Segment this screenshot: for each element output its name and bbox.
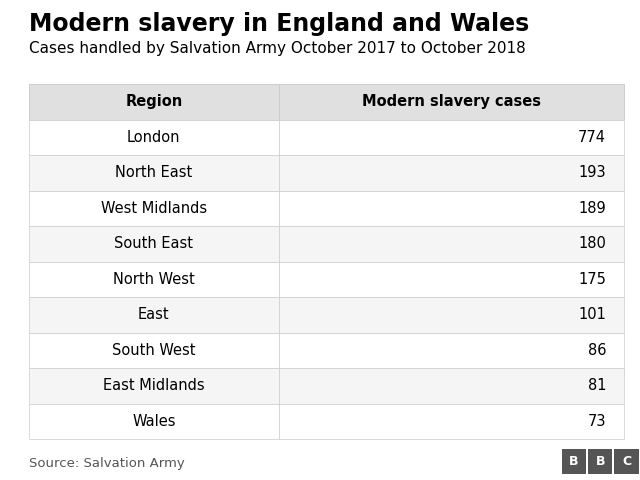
- Text: 81: 81: [588, 378, 606, 394]
- Bar: [279, 262, 624, 297]
- Bar: [588, 449, 612, 474]
- Text: 73: 73: [588, 414, 606, 429]
- Text: London: London: [127, 130, 180, 145]
- Text: Modern slavery cases: Modern slavery cases: [362, 94, 541, 109]
- Bar: [29, 191, 279, 226]
- Text: South East: South East: [115, 236, 193, 252]
- Text: 175: 175: [579, 272, 606, 287]
- Bar: [279, 368, 624, 404]
- Bar: [29, 297, 279, 333]
- Bar: [279, 84, 624, 120]
- Text: Source: Salvation Army: Source: Salvation Army: [29, 456, 184, 470]
- Bar: [279, 297, 624, 333]
- Bar: [29, 226, 279, 262]
- Text: South West: South West: [112, 343, 196, 358]
- Text: Cases handled by Salvation Army October 2017 to October 2018: Cases handled by Salvation Army October …: [29, 41, 525, 56]
- Bar: [279, 120, 624, 155]
- Bar: [29, 120, 279, 155]
- Bar: [279, 404, 624, 439]
- Bar: [29, 368, 279, 404]
- Text: North East: North East: [115, 165, 193, 180]
- Bar: [614, 449, 639, 474]
- Bar: [279, 155, 624, 191]
- Text: 180: 180: [579, 236, 606, 252]
- Text: Wales: Wales: [132, 414, 175, 429]
- Bar: [29, 84, 279, 120]
- Text: B: B: [596, 455, 605, 468]
- Text: East Midlands: East Midlands: [103, 378, 205, 394]
- Bar: [279, 333, 624, 368]
- Bar: [29, 155, 279, 191]
- Text: 86: 86: [588, 343, 606, 358]
- Text: West Midlands: West Midlands: [100, 201, 207, 216]
- Text: North West: North West: [113, 272, 195, 287]
- Bar: [279, 226, 624, 262]
- Text: Region: Region: [125, 94, 182, 109]
- Text: 101: 101: [579, 307, 606, 323]
- Bar: [562, 449, 586, 474]
- Text: B: B: [570, 455, 579, 468]
- Bar: [29, 333, 279, 368]
- Text: 193: 193: [579, 165, 606, 180]
- Text: Modern slavery in England and Wales: Modern slavery in England and Wales: [29, 12, 529, 36]
- Bar: [29, 262, 279, 297]
- Text: East: East: [138, 307, 170, 323]
- Bar: [29, 404, 279, 439]
- Bar: [279, 191, 624, 226]
- Text: 189: 189: [579, 201, 606, 216]
- Text: C: C: [622, 455, 631, 468]
- Text: 774: 774: [578, 130, 606, 145]
